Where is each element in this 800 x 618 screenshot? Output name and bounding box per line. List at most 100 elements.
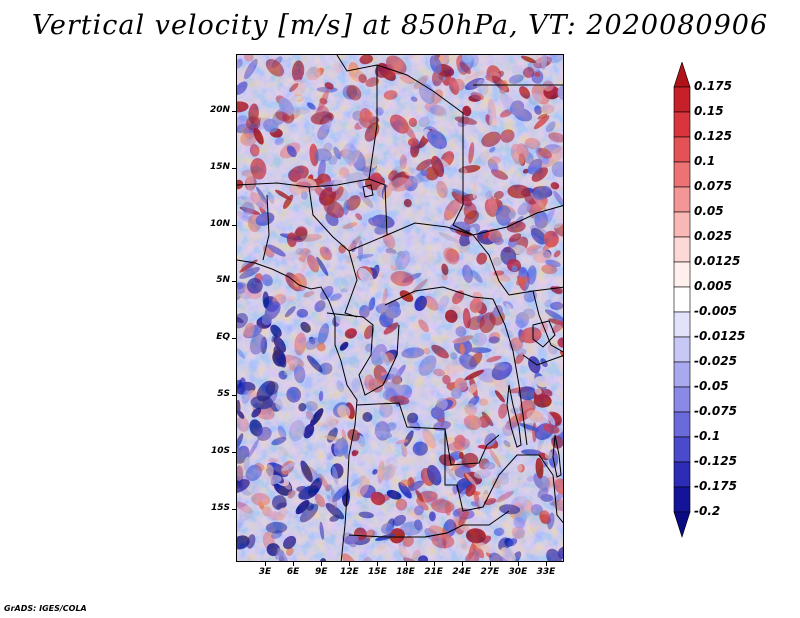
border-libya-north	[336, 55, 464, 114]
lon-label: 21E	[424, 567, 443, 577]
border-car-south	[384, 286, 494, 306]
footer-credit: GrADS: IGES/COLA	[4, 604, 87, 613]
lat-tick	[232, 395, 236, 396]
colorbar-segment	[673, 111, 691, 138]
lat-tick	[232, 281, 236, 283]
border-drc-east	[492, 298, 528, 446]
colorbar-segment	[673, 161, 691, 188]
colorbar-label: -0.005	[694, 304, 737, 318]
lon-label: 30E	[508, 567, 528, 577]
border-egypt-sudan	[452, 113, 464, 226]
colorbar-segment	[673, 136, 691, 163]
border-namibia-east	[424, 510, 510, 538]
coastline-west	[237, 259, 358, 561]
lon-label: 33E	[536, 567, 556, 577]
border-tanzania	[522, 354, 563, 366]
lon-tick	[546, 562, 547, 566]
lat-label: 15N	[209, 161, 230, 172]
colorbar-segment	[673, 411, 691, 438]
velocity-map	[236, 54, 564, 562]
lon-label: 24E	[452, 567, 472, 577]
colorbar-segment	[673, 311, 691, 338]
lon-tick	[489, 562, 491, 566]
colorbar-label: 0.05	[694, 204, 724, 218]
lon-tick	[265, 562, 266, 566]
lake-chad	[362, 184, 374, 198]
lon-tick	[349, 562, 351, 566]
colorbar-label: -0.125	[694, 454, 737, 468]
border-nigeria	[262, 194, 270, 261]
colorbar-segment	[673, 461, 691, 488]
colorbar-label: 0.15	[694, 104, 724, 118]
colorbar-segment	[673, 486, 691, 513]
colorbar-label: -0.1	[694, 429, 721, 443]
lon-label: 9E	[314, 567, 328, 577]
lat-tick	[232, 111, 236, 112]
border-drc-west	[356, 402, 500, 466]
border-mozambique	[538, 454, 563, 524]
colorbar-label: -0.175	[694, 479, 737, 493]
colorbar-segment	[673, 511, 691, 538]
colorbar-scale	[673, 61, 691, 538]
lat-tick	[232, 224, 236, 226]
colorbar-label: -0.075	[694, 404, 737, 418]
country-borders	[237, 55, 563, 561]
colorbar-segment	[673, 336, 691, 363]
colorbar-label: -0.2	[694, 504, 721, 518]
lon-label: 3E	[258, 567, 272, 577]
colorbar: 0.175 0.15 0.125 0.1 0.075 0.05 0.025 0.0125 0.0…	[670, 61, 790, 562]
lon-label: 18E	[396, 567, 415, 577]
lon-tick	[293, 562, 295, 566]
border-car	[348, 222, 510, 296]
lake-tanganyika	[506, 384, 522, 448]
lon-tick	[461, 562, 463, 566]
border-sudan-ss	[452, 205, 563, 236]
lat-label: 5N	[216, 275, 230, 286]
lat-label: EQ	[216, 332, 230, 343]
colorbar-segment	[673, 86, 691, 113]
lon-tick	[433, 562, 435, 566]
colorbar-segment	[673, 436, 691, 463]
lat-label: 10S	[210, 445, 230, 456]
colorbar-segment	[673, 236, 691, 263]
lat-label: 5S	[217, 389, 230, 399]
colorbar-label: -0.0125	[694, 329, 746, 343]
lon-label: 12E	[339, 567, 359, 577]
lon-tick	[517, 562, 519, 566]
colorbar-label: -0.025	[694, 354, 737, 368]
lat-tick	[232, 451, 236, 453]
colorbar-label: 0.005	[694, 279, 732, 293]
border-kenya	[532, 290, 563, 353]
lon-tick	[405, 562, 407, 566]
colorbar-label: 0.075	[694, 179, 732, 193]
colorbar-segment	[673, 61, 691, 88]
colorbar-segment	[673, 361, 691, 388]
lat-label: 20N	[209, 105, 230, 115]
chart-title: Vertical velocity [m/s] at 850hPa, VT: 2…	[31, 10, 769, 41]
lon-tick	[377, 562, 379, 566]
lon-label: 27E	[480, 567, 500, 577]
colorbar-label: 0.1	[694, 154, 716, 168]
lake-victoria	[532, 320, 556, 348]
colorbar-label: 0.175	[694, 79, 732, 93]
lat-tick	[232, 508, 236, 510]
noise-texture	[237, 55, 563, 561]
colorbar-label: 0.125	[694, 129, 732, 143]
lat-label: 10N	[209, 218, 230, 229]
lon-label: 6E	[286, 567, 300, 577]
colorbar-segment	[673, 286, 691, 313]
colorbar-segment	[673, 386, 691, 413]
colorbar-segment	[673, 186, 691, 213]
map-canvas	[237, 55, 563, 561]
colorbar-label: 0.0125	[694, 254, 741, 268]
lake-malawi	[552, 434, 562, 478]
border-gabon-congo	[326, 312, 400, 396]
colorbar-segment	[673, 211, 691, 238]
lon-tick	[321, 562, 323, 566]
lon-label: 15E	[368, 567, 387, 577]
lat-label: 15S	[210, 502, 230, 513]
lat-tick	[232, 338, 236, 340]
colorbar-label: 0.025	[694, 229, 732, 243]
colorbar-segment	[673, 261, 691, 288]
lat-tick	[232, 167, 236, 169]
